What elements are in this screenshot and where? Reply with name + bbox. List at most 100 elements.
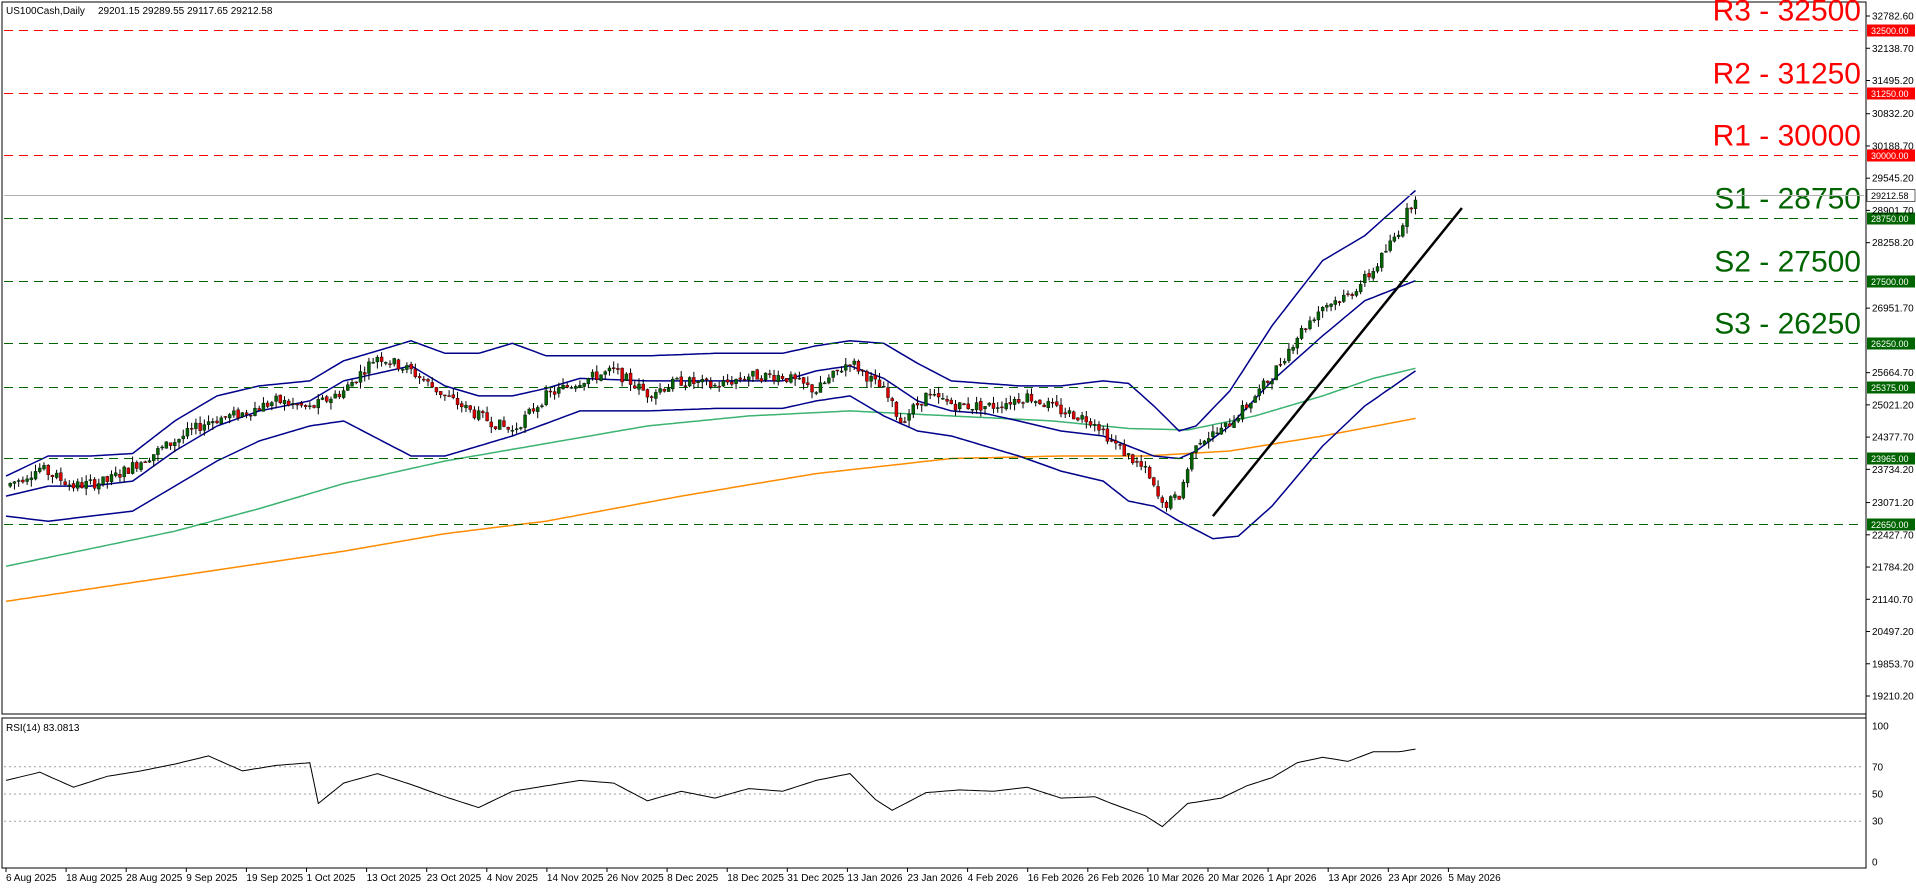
candle-body xyxy=(953,403,958,411)
candle-body xyxy=(1160,497,1164,503)
level-tag-3 xyxy=(1867,212,1915,225)
y-tick-label: 31495.20 xyxy=(1872,76,1914,87)
candle-body xyxy=(274,395,278,402)
candle-body xyxy=(1084,416,1089,423)
candle-body xyxy=(434,387,439,393)
candle-body xyxy=(21,479,25,483)
candle-body xyxy=(1282,361,1287,364)
candle-body xyxy=(852,360,856,365)
candle-body xyxy=(831,370,835,378)
candle-body xyxy=(958,402,962,410)
candle-body xyxy=(1363,273,1367,284)
candle-body xyxy=(346,384,350,391)
bollinger-lower xyxy=(5,370,1416,540)
candle-body xyxy=(1169,496,1173,509)
candle-body xyxy=(1059,404,1063,415)
y-tick-label: 28258.20 xyxy=(1872,238,1914,249)
level-tag-text-6: 25375.00 xyxy=(1871,383,1909,393)
candle-body xyxy=(561,385,565,390)
candle-body xyxy=(628,372,633,385)
level-tag-7 xyxy=(1867,452,1915,465)
candle-body xyxy=(1278,364,1283,366)
x-tick-label: 13 Apr 2026 xyxy=(1328,873,1382,884)
candle-body xyxy=(1114,440,1118,444)
current-price-tag-text: 29212.58 xyxy=(1871,191,1909,201)
candle-body xyxy=(59,472,63,481)
candle-body xyxy=(265,402,270,407)
candle-body xyxy=(460,403,464,408)
candle-body xyxy=(1249,402,1253,409)
candle-body xyxy=(569,387,574,389)
candle-body xyxy=(793,374,797,380)
candle-body xyxy=(709,381,713,388)
candle-body xyxy=(1206,438,1211,443)
x-tick-label: 23 Apr 2026 xyxy=(1388,873,1442,884)
candle-body xyxy=(1211,431,1215,438)
candle-body xyxy=(1076,417,1080,421)
candle-body xyxy=(472,409,477,419)
candle-body xyxy=(531,408,536,412)
candle-body xyxy=(747,376,751,381)
candle-body xyxy=(755,369,759,380)
candle-body xyxy=(240,412,245,417)
candle-body xyxy=(1055,401,1059,406)
candle-body xyxy=(303,404,308,407)
candle-body xyxy=(772,375,776,382)
candle-body xyxy=(818,382,823,393)
x-tick-label: 28 Aug 2025 xyxy=(126,873,183,884)
y-tick-label: 26951.70 xyxy=(1872,304,1914,315)
candle-body xyxy=(991,402,996,409)
candle-body xyxy=(894,401,899,417)
candle-body xyxy=(582,383,586,387)
candle-body xyxy=(130,462,135,474)
candle-body xyxy=(498,419,502,430)
level-tag-text-2: 30000.00 xyxy=(1871,151,1909,161)
candle-body xyxy=(979,400,983,411)
y-tick-label: 23071.20 xyxy=(1872,498,1914,509)
candle-body xyxy=(860,369,865,372)
y-tick-label: 29545.20 xyxy=(1872,174,1914,185)
level-tag-text-5: 26250.00 xyxy=(1871,339,1909,349)
moving-averages xyxy=(5,367,1416,603)
candle-body xyxy=(700,379,704,383)
candle-body xyxy=(422,378,426,381)
time-axis: 6 Aug 2025 18 Aug 2025 28 Aug 2025 9 Sep 20… xyxy=(5,868,1501,884)
candle-body xyxy=(510,430,515,432)
candle-body xyxy=(675,378,679,380)
candle-body xyxy=(325,396,329,402)
candle-body xyxy=(523,414,527,428)
rsi-tick-label: 0 xyxy=(1872,858,1878,869)
x-tick-label: 1 Oct 2025 xyxy=(307,873,356,884)
candle-body xyxy=(1177,495,1181,500)
candle-body xyxy=(392,358,396,365)
uptrend-line xyxy=(1211,207,1463,517)
y-tick-label: 30188.70 xyxy=(1872,141,1914,152)
candle-body xyxy=(776,375,780,382)
candle-body xyxy=(278,394,282,404)
candle-body xyxy=(1097,424,1101,431)
y-tick-label: 25664.70 xyxy=(1872,368,1914,379)
candle-body xyxy=(1270,380,1274,385)
candle-body xyxy=(911,404,915,415)
candle-body xyxy=(856,360,861,372)
candle-body xyxy=(1350,294,1354,296)
candle-body xyxy=(780,375,785,379)
candle-body xyxy=(282,400,287,405)
candle-body xyxy=(1046,401,1051,408)
candle-body xyxy=(451,394,456,398)
candle-body xyxy=(1380,252,1384,268)
candle-body xyxy=(25,478,29,482)
candle-body xyxy=(151,454,156,461)
candle-body xyxy=(1008,402,1013,405)
candle-body xyxy=(637,383,641,390)
candle-body xyxy=(1190,452,1194,470)
candle-body xyxy=(76,481,80,489)
candle-body xyxy=(139,462,143,470)
candle-body xyxy=(865,371,869,382)
candle-body xyxy=(713,384,717,387)
candle-body xyxy=(704,378,709,381)
candle-body xyxy=(1287,348,1291,362)
candle-body xyxy=(1202,440,1207,445)
level-tag-text-3: 28750.00 xyxy=(1871,214,1909,224)
